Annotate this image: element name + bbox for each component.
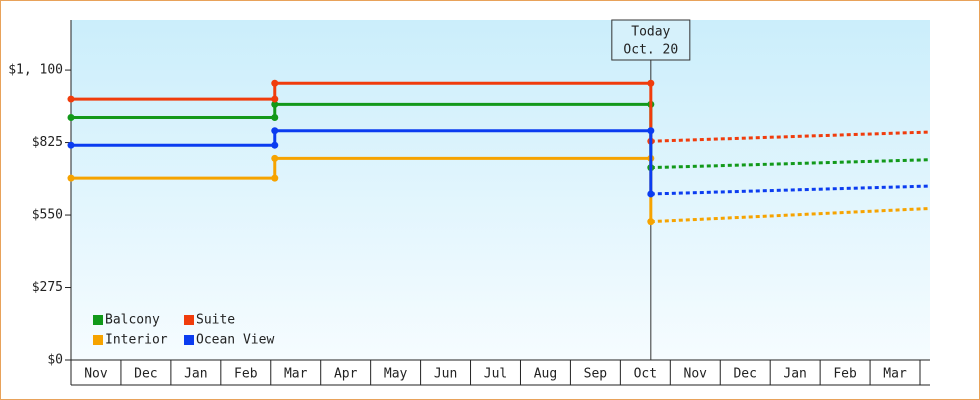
legend-swatch bbox=[184, 315, 194, 325]
forecast-line bbox=[650, 158, 931, 170]
x-tick-label: Feb bbox=[833, 367, 857, 382]
data-point bbox=[271, 154, 279, 162]
x-tick-label: May bbox=[384, 367, 408, 382]
x-tick-label: Dec bbox=[134, 367, 157, 382]
x-tick-label: Jan bbox=[783, 367, 806, 382]
y-tick-label: $0 bbox=[47, 353, 63, 368]
data-point bbox=[271, 141, 279, 149]
data-point bbox=[271, 174, 279, 182]
x-tick-label: Jul bbox=[484, 367, 507, 382]
y-tick-label: $1, 100 bbox=[8, 63, 63, 78]
today-label: Oct. 20 bbox=[623, 43, 678, 58]
y-tick-label: $275 bbox=[32, 280, 63, 295]
data-point bbox=[647, 190, 655, 198]
x-tick-label: Dec bbox=[733, 367, 756, 382]
forecast-line bbox=[650, 130, 931, 143]
x-tick-label: Mar bbox=[284, 367, 308, 382]
x-tick-label: Mar bbox=[883, 367, 907, 382]
x-tick-label: Nov bbox=[84, 367, 108, 382]
legend-swatch bbox=[93, 315, 103, 325]
x-tick-label: Nov bbox=[684, 367, 708, 382]
x-tick-label: Oct bbox=[634, 367, 657, 382]
data-point bbox=[67, 114, 75, 122]
today-box bbox=[611, 19, 691, 61]
data-point bbox=[67, 174, 75, 182]
x-tick-label: Aug bbox=[534, 367, 557, 382]
data-point bbox=[271, 114, 279, 122]
data-point bbox=[271, 79, 279, 87]
data-point bbox=[67, 141, 75, 149]
x-tick-label: Apr bbox=[334, 367, 358, 382]
data-point bbox=[647, 218, 655, 226]
x-tick-label: Feb bbox=[234, 367, 258, 382]
forecast-line bbox=[650, 184, 931, 196]
data-point bbox=[647, 79, 655, 87]
data-point bbox=[647, 127, 655, 135]
legend-label: Suite bbox=[196, 313, 235, 328]
data-point bbox=[271, 127, 279, 135]
data-point bbox=[271, 100, 279, 108]
x-tick-label: Sep bbox=[584, 367, 608, 382]
legend-label: Ocean View bbox=[196, 333, 274, 348]
forecast-line bbox=[650, 206, 931, 224]
y-tick-label: $550 bbox=[32, 208, 63, 223]
x-tick-label: Jun bbox=[434, 367, 457, 382]
data-point bbox=[271, 95, 279, 103]
today-label: Today bbox=[631, 25, 670, 40]
data-point bbox=[67, 95, 75, 103]
legend-label: Balcony bbox=[105, 313, 160, 328]
x-tick-label: Jan bbox=[184, 367, 207, 382]
legend-label: Interior bbox=[105, 333, 168, 348]
legend-swatch bbox=[93, 335, 103, 345]
legend-swatch bbox=[184, 335, 194, 345]
y-tick-label: $825 bbox=[32, 135, 63, 150]
